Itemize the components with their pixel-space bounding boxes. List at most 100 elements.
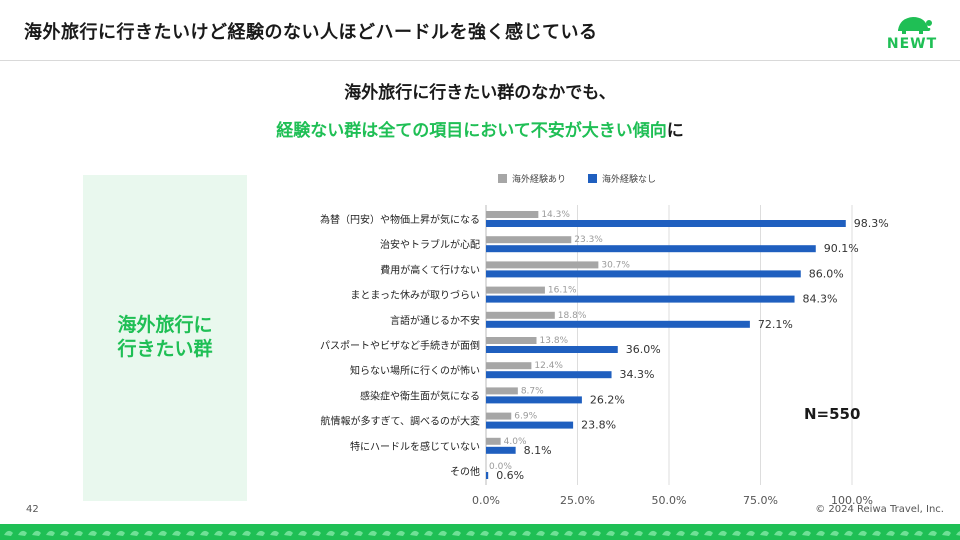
subtitle-highlight: 経験ない群は全ての項目において不安が大きい傾向 <box>276 121 667 141</box>
data-label-experienced: 18.8% <box>558 311 587 321</box>
category-label: その他 <box>450 465 480 478</box>
strip-background <box>0 524 960 540</box>
strip-motif <box>158 530 167 536</box>
bar-experienced <box>486 362 532 370</box>
category-label: 為替（円安）や物価上昇が気になる <box>320 213 480 226</box>
data-label-experienced: 30.7% <box>601 260 630 270</box>
legend-label-inexperienced: 海外経験なし <box>602 173 656 185</box>
strip-motif <box>802 530 811 536</box>
strip-motif <box>368 530 377 536</box>
category-label: 感染症や衛生面が気になる <box>360 389 480 402</box>
turtle-icon <box>898 17 932 34</box>
legend-swatch-experienced <box>498 174 507 183</box>
strip-motif <box>648 530 657 536</box>
category-label: 特にハードルを感じていない <box>350 440 480 453</box>
data-label-inexperienced: 72.1% <box>758 318 793 331</box>
header-divider <box>0 60 960 61</box>
strip-motif <box>774 530 783 536</box>
bar-inexperienced <box>486 295 795 303</box>
strip-motif <box>634 530 643 536</box>
x-tick-label: 75.0% <box>743 494 778 507</box>
strip-motif <box>452 530 461 536</box>
strip-motif <box>676 530 685 536</box>
strip-motif <box>732 530 741 536</box>
page-title: 海外旅行に行きたいけど経験のない人ほどハードルを強く感じている <box>24 22 598 43</box>
bottom-decoration <box>0 524 960 540</box>
data-label-experienced: 4.0% <box>504 437 527 447</box>
strip-motif <box>88 530 97 536</box>
copyright: © 2024 Reiwa Travel, Inc. <box>815 504 944 515</box>
strip-motif <box>354 530 363 536</box>
strip-motif <box>830 530 839 536</box>
data-label-inexperienced: 98.3% <box>854 217 889 230</box>
category-label: まとまった休みが取りづらい <box>350 289 480 302</box>
strip-motif <box>816 530 825 536</box>
strip-motif <box>284 530 293 536</box>
strip-motif <box>690 530 699 536</box>
data-label-inexperienced: 26.2% <box>590 393 625 406</box>
category-label: 航情報が多すぎて、調べるのが大変 <box>321 415 481 428</box>
x-tick-label: 100.0% <box>831 494 873 507</box>
strip-motif <box>858 530 867 536</box>
bar-inexperienced <box>486 472 489 479</box>
strip-motif <box>508 530 517 536</box>
data-label-inexperienced: 90.1% <box>824 242 859 255</box>
bar-experienced <box>486 236 572 244</box>
subtitle-line2: 経験ない群は全ての項目において不安が大きい傾向に <box>0 116 960 141</box>
strip-motif <box>270 530 279 536</box>
data-label-inexperienced: 34.3% <box>620 368 655 381</box>
strip-motif <box>340 530 349 536</box>
category-label: 治安やトラブルが心配 <box>380 238 480 251</box>
strip-motif <box>942 530 951 536</box>
strip-motif <box>228 530 237 536</box>
group-panel: 海外旅行に 行きたい群 <box>83 175 247 501</box>
data-label-inexperienced: 23.8% <box>581 419 616 432</box>
bar-inexperienced <box>486 396 582 404</box>
logo-text: NEWT <box>886 36 938 52</box>
subtitle-line1: 海外旅行に行きたい群のなかでも、 <box>344 83 616 103</box>
strip-motif <box>662 530 671 536</box>
data-label-experienced: 8.7% <box>521 386 544 396</box>
strip-motif <box>438 530 447 536</box>
strip-motif <box>46 530 55 536</box>
strip-motif <box>116 530 125 536</box>
strip-motif <box>928 530 937 536</box>
strip-motif <box>424 530 433 536</box>
bar-inexperienced <box>486 320 750 328</box>
data-label-experienced: 23.3% <box>574 235 603 245</box>
strip-motif <box>32 530 41 536</box>
bar-experienced <box>486 337 537 344</box>
strip-motif <box>186 530 195 536</box>
data-label-inexperienced: 8.1% <box>524 444 552 457</box>
legend-swatch-inexperienced <box>588 174 597 183</box>
bar-experienced <box>486 437 501 445</box>
strip-motif <box>144 530 153 536</box>
strip-motif <box>522 530 531 536</box>
strip-motif <box>844 530 853 536</box>
data-label-inexperienced: 0.6% <box>496 469 524 482</box>
strip-motif <box>956 531 960 536</box>
bar-experienced <box>486 311 555 319</box>
bar-inexperienced <box>486 421 574 429</box>
bar-experienced <box>486 412 512 420</box>
strip-motif <box>578 530 587 536</box>
strip-motif <box>312 530 321 536</box>
sample-size-label: N=550 <box>804 405 861 423</box>
data-label-experienced: 13.8% <box>540 336 569 346</box>
strip-motif <box>718 530 727 536</box>
strip-motif <box>74 530 83 536</box>
data-label-experienced: 6.9% <box>514 412 537 422</box>
category-label: 言語が通じるか不安 <box>390 314 480 327</box>
strip-motif <box>18 530 27 536</box>
strip-motif <box>704 530 713 536</box>
newt-logo: NEWT <box>886 10 938 54</box>
strip-motif <box>760 530 769 536</box>
x-tick-label: 0.0% <box>472 494 500 507</box>
strip-motif <box>172 530 181 536</box>
bar-inexperienced <box>486 371 612 379</box>
data-label-experienced: 16.1% <box>548 286 577 296</box>
strip-motif <box>326 530 335 536</box>
bar-experienced <box>486 286 545 294</box>
bar-inexperienced <box>486 220 846 227</box>
